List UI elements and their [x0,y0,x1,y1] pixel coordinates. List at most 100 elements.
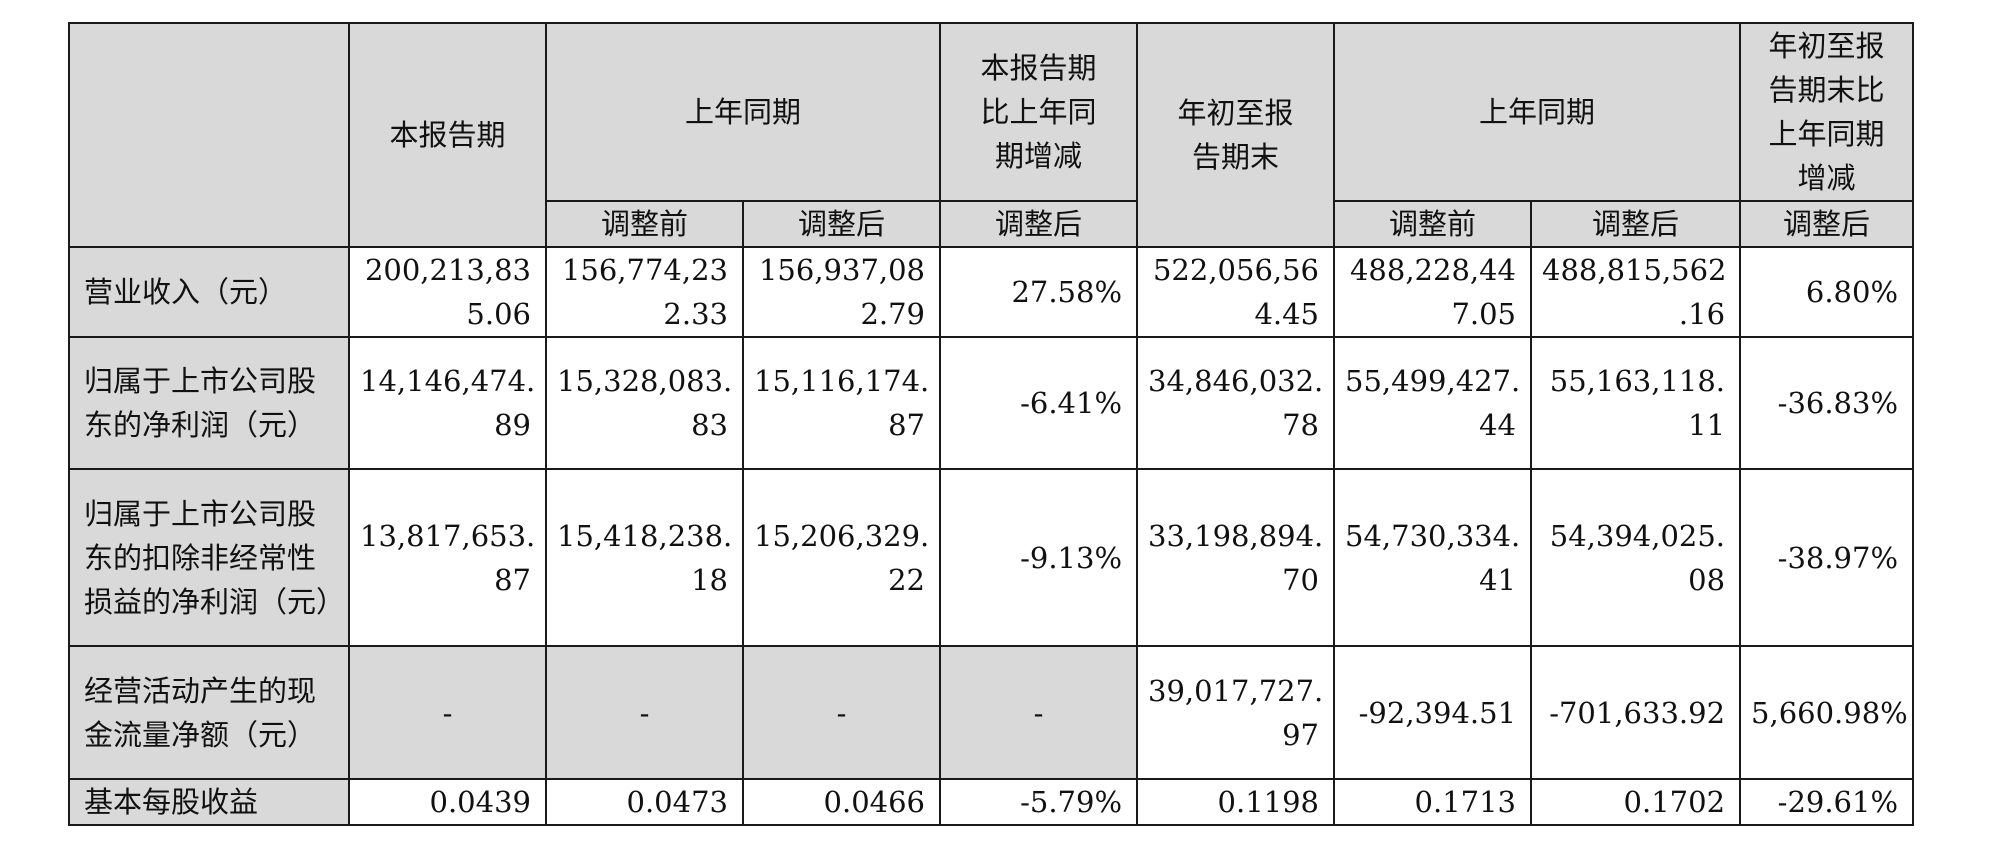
value-line: 87 [494,562,531,597]
header-yoy-change-text: 本报告期比上年同期增减 [980,51,1097,173]
value-line: 97 [1282,717,1320,752]
cell-prior-before: 0.0473 [545,778,744,826]
cell-ytd-change: 5,660.98% [1739,645,1915,780]
value-line: 18 [691,562,728,597]
header-current-period: 本报告期 [348,22,547,248]
value-line: 44 [1479,408,1517,442]
header-prior-year: 上年同期 [544,22,942,202]
header-prior-year-ytd-text: 上年同期 [1479,95,1596,129]
cell-current: 14,146,474. 89 [348,336,547,470]
value-line: 15,116,174. [754,364,930,398]
value-line: 15,418,238. [557,518,733,553]
value-line: 54,730,334. [1345,518,1521,553]
table-row: 营业收入（元） 200,213,83 5.06 156,774,23 2.33 15… [68,246,1915,338]
value-line: 22 [888,562,926,597]
cell-prior-after: 15,206,329. 22 [741,468,942,647]
cell-prior-after: 15,116,174. 87 [741,336,942,470]
cell-ytd: 522,056,56 4.45 [1136,246,1336,338]
value-line: 156,937,08 [758,253,926,287]
value-line: 7.05 [1451,297,1517,331]
value-line: 89 [494,408,531,442]
cell-ytd: 33,198,894. 70 [1136,468,1336,647]
cell-ytd-prior-after: 0.1702 [1530,778,1742,826]
value-line: 13,817,653. [360,518,536,553]
row-label: 基本每股收益 [68,778,350,826]
value-line: 2.79 [860,297,926,331]
header-ytd-yoy-change: 年初至报告期末比上年同期增减 [1739,22,1915,202]
row-label: 经营活动产生的现金流量净额（元） [68,645,350,780]
cell-current: 13,817,653. 87 [348,468,547,647]
table-row: 归属于上市公司股东的扣除非经常性损益的净利润（元） 13,817,653. 87 … [68,468,1915,647]
cell-prior-before: 156,774,23 2.33 [545,246,744,338]
value-line: 11 [1688,408,1726,442]
cell-current: - [348,645,547,780]
value-line: 488,815,562 [1542,253,1727,287]
cell-current: 0.0439 [348,778,547,826]
header-before-adjust-1: 调整前 [545,200,744,248]
value-line: 15,206,329. [754,518,930,553]
header-after-adjust-2: 调整后 [939,200,1139,248]
value-line: 15,328,083. [557,364,733,398]
cell-ytd-prior-before: 55,499,427. 44 [1333,336,1533,470]
value-line: 2.33 [663,297,728,331]
value-line: 34,846,032. [1148,364,1324,398]
header-prior-year-text: 上年同期 [685,95,802,129]
header-yoy-change: 本报告期比上年同期增减 [939,22,1139,202]
cell-ytd: 39,017,727. 97 [1136,645,1336,780]
value-line: 08 [1688,562,1726,597]
value-line: 54,394,025. [1549,518,1726,553]
value-line: 78 [1282,408,1320,442]
row-label: 归属于上市公司股东的扣除非经常性损益的净利润（元） [68,468,350,647]
row-label: 归属于上市公司股东的净利润（元） [68,336,350,470]
cell-ytd: 0.1198 [1136,778,1336,826]
value-line: 4.45 [1254,297,1320,331]
cell-ytd-prior-after: 54,394,025. 08 [1530,468,1742,647]
header-ytd-end-text: 年初至报告期末 [1177,96,1294,174]
cell-prior-before: - [545,645,744,780]
table-row: 基本每股收益 0.0439 0.0473 0.0466 -5.79% 0.119… [68,778,1915,826]
header-after-adjust-4: 调整后 [1739,200,1915,248]
cell-prior-after: 156,937,08 2.79 [741,246,942,338]
header-after-adjust-3: 调整后 [1530,200,1742,248]
value-line: 55,499,427. [1345,364,1521,398]
cell-prior-before: 15,418,238. 18 [545,468,744,647]
cell-ytd-prior-after: 55,163,118. 11 [1530,336,1742,470]
cell-ytd-change: -29.61% [1739,778,1915,826]
value-line: 14,146,474. [360,364,536,398]
cell-ytd-change: -36.83% [1739,336,1915,470]
value-line: 156,774,23 [561,253,728,287]
cell-ytd-change: 6.80% [1739,246,1915,338]
value-line: 55,163,118. [1549,364,1726,398]
cell-change: -9.13% [939,468,1139,647]
cell-prior-before: 15,328,083. 83 [545,336,744,470]
cell-ytd-prior-before: 0.1713 [1333,778,1533,826]
cell-change: -6.41% [939,336,1139,470]
header-row-sub: 调整前 调整后 调整后 调整前 调整后 调整后 [69,200,1915,248]
value-line: 33,198,894. [1148,518,1324,553]
cell-prior-after: 0.0466 [741,778,942,826]
cell-ytd: 34,846,032. 78 [1136,336,1336,470]
value-line: 41 [1479,562,1517,597]
value-line: 39,017,727. [1148,673,1324,708]
header-corner-cell [68,22,350,248]
cell-ytd-prior-after: -701,633.92 [1530,645,1742,780]
value-line: 83 [691,408,728,442]
cell-change: - [939,645,1139,780]
cell-prior-after: - [741,645,942,780]
header-ytd-yoy-change-text: 年初至报告期末比上年同期增减 [1768,29,1885,195]
header-before-adjust-2: 调整前 [1333,200,1533,248]
header-current-period-text: 本报告期 [389,118,506,152]
header-ytd-end: 年初至报告期末 [1136,22,1336,248]
header-row-top: 本报告期 上年同期 本报告期比上年同期增减 年初至报告期末 上年同期 年初至报告… [68,22,1915,248]
cell-change: 27.58% [939,246,1139,338]
cell-ytd-prior-after: 488,815,562 .16 [1530,246,1742,338]
table-row: 归属于上市公司股东的净利润（元） 14,146,474. 89 15,328,08… [68,336,1915,470]
value-line: .16 [1678,297,1726,331]
financial-data-table: 本报告期 上年同期 本报告期比上年同期增减 年初至报告期末 上年同期 年初至报告… [68,22,1915,826]
value-line: 5.06 [466,297,531,331]
cell-current: 200,213,83 5.06 [348,246,547,338]
cell-ytd-prior-before: 488,228,44 7.05 [1333,246,1533,338]
header-prior-year-ytd: 上年同期 [1333,22,1742,202]
header-after-adjust-1: 调整后 [741,200,942,248]
value-line: 488,228,44 [1349,253,1517,287]
